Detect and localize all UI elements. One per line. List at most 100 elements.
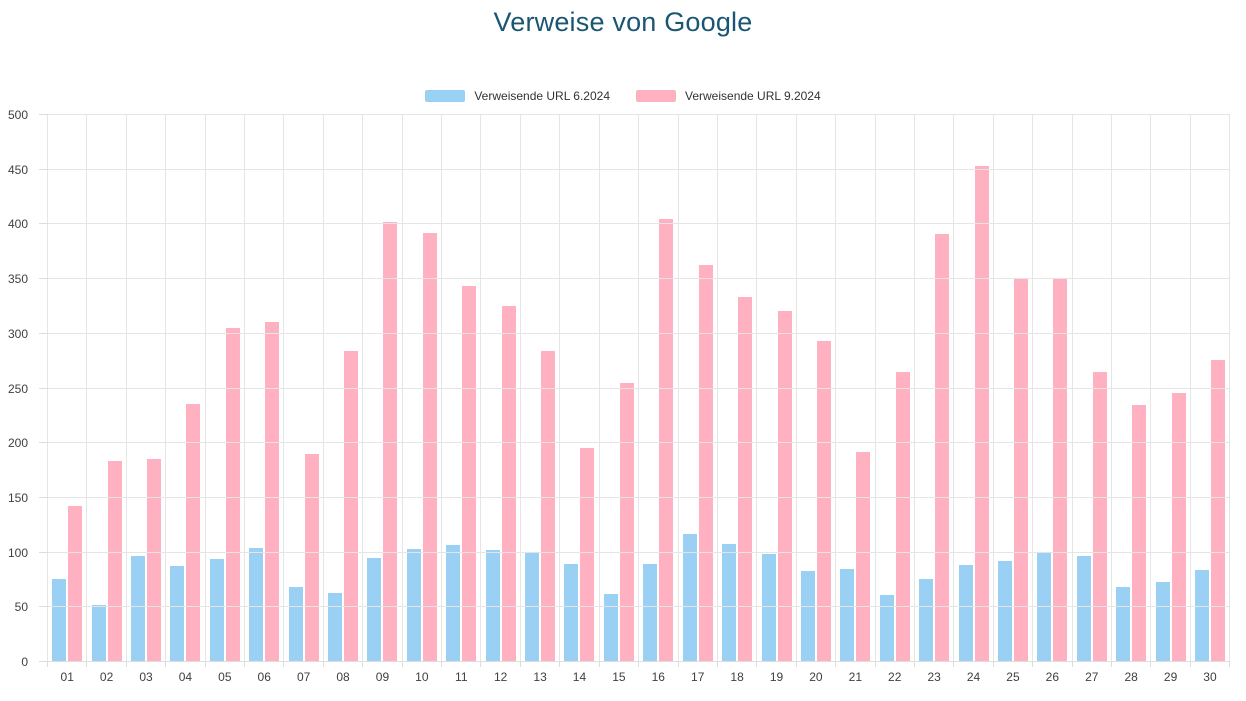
bar-Verweisende URL 9.2024[interactable] bbox=[1053, 278, 1068, 662]
x-axis-label: 01 bbox=[60, 670, 74, 684]
y-axis-label: 400 bbox=[7, 217, 28, 232]
bar-Verweisende URL 9.2024[interactable] bbox=[422, 233, 437, 662]
bar-Verweisende URL 9.2024[interactable] bbox=[935, 234, 950, 662]
x-axis-label: 13 bbox=[533, 670, 547, 684]
x-axis-label: 28 bbox=[1124, 670, 1138, 684]
bar-Verweisende URL 6.2024[interactable] bbox=[722, 543, 737, 662]
bar-Verweisende URL 6.2024[interactable] bbox=[919, 578, 934, 662]
x-axis-label: 24 bbox=[966, 670, 981, 684]
gridline bbox=[48, 442, 1230, 444]
bar-Verweisende URL 9.2024[interactable] bbox=[186, 403, 201, 662]
bar-Verweisende URL 9.2024[interactable] bbox=[107, 460, 122, 662]
bar-Verweisende URL 6.2024[interactable] bbox=[406, 549, 421, 662]
bar-Verweisende URL 9.2024[interactable] bbox=[225, 328, 240, 662]
legend-label: Verweisende URL 9.2024 bbox=[685, 89, 821, 103]
bar-Verweisende URL 6.2024[interactable] bbox=[564, 563, 579, 662]
y-tick-mark bbox=[39, 551, 48, 553]
bar-Verweisende URL 6.2024[interactable] bbox=[840, 569, 855, 662]
x-axis-label: 09 bbox=[375, 670, 390, 684]
y-tick-mark bbox=[39, 496, 48, 498]
bar-group: 30 bbox=[1191, 115, 1231, 683]
bar-Verweisende URL 6.2024[interactable] bbox=[958, 564, 973, 662]
bar-Verweisende URL 9.2024[interactable] bbox=[777, 310, 792, 662]
bar-Verweisende URL 6.2024[interactable] bbox=[170, 565, 185, 662]
bar-Verweisende URL 6.2024[interactable] bbox=[249, 548, 264, 662]
bar-group: 29 bbox=[1151, 115, 1192, 683]
bar-Verweisende URL 9.2024[interactable] bbox=[1013, 278, 1028, 662]
bar-group: 13 bbox=[521, 115, 561, 683]
bar-Verweisende URL 6.2024[interactable] bbox=[643, 563, 658, 662]
gridline bbox=[48, 496, 1230, 498]
bar-Verweisende URL 6.2024[interactable] bbox=[682, 534, 697, 662]
bar-Verweisende URL 9.2024[interactable] bbox=[541, 351, 556, 662]
bar-Verweisende URL 6.2024[interactable] bbox=[209, 559, 224, 662]
legend-item-series-1[interactable]: Verweisende URL 6.2024 bbox=[425, 89, 610, 103]
y-axis: 0 50 100 150 200 250 300 350 400 450 500 bbox=[0, 109, 38, 668]
y-tick-mark bbox=[39, 168, 48, 170]
bar-Verweisende URL 9.2024[interactable] bbox=[856, 451, 871, 662]
x-axis-label: 08 bbox=[336, 670, 350, 684]
bar-Verweisende URL 9.2024[interactable] bbox=[304, 454, 319, 662]
bar-Verweisende URL 9.2024[interactable] bbox=[1171, 392, 1186, 662]
bar-Verweisende URL 9.2024[interactable] bbox=[659, 218, 674, 662]
legend-swatch-blue-icon bbox=[425, 90, 466, 102]
bar-Verweisende URL 6.2024[interactable] bbox=[1194, 570, 1209, 662]
bar-Verweisende URL 6.2024[interactable] bbox=[1155, 582, 1170, 662]
bar-Verweisende URL 9.2024[interactable] bbox=[1132, 404, 1147, 662]
x-axis-label: 20 bbox=[809, 670, 823, 684]
bar-Verweisende URL 6.2024[interactable] bbox=[91, 605, 106, 662]
bar-Verweisende URL 9.2024[interactable] bbox=[1092, 372, 1107, 662]
bar-Verweisende URL 6.2024[interactable] bbox=[1116, 586, 1131, 662]
bar-Verweisende URL 6.2024[interactable] bbox=[367, 558, 382, 662]
y-axis-label: 150 bbox=[7, 490, 28, 505]
bar-Verweisende URL 6.2024[interactable] bbox=[879, 595, 894, 662]
bar-Verweisende URL 6.2024[interactable] bbox=[52, 578, 67, 662]
bar-group: 04 bbox=[166, 115, 207, 683]
bar-Verweisende URL 9.2024[interactable] bbox=[68, 505, 83, 662]
bar-Verweisende URL 6.2024[interactable] bbox=[328, 593, 343, 662]
y-axis-label: 500 bbox=[7, 108, 28, 122]
y-axis-label: 0 bbox=[21, 655, 28, 669]
bar-Verweisende URL 6.2024[interactable] bbox=[800, 571, 815, 662]
x-axis-label: 12 bbox=[493, 670, 508, 684]
y-axis-label: 200 bbox=[7, 436, 28, 451]
bar-Verweisende URL 9.2024[interactable] bbox=[698, 264, 713, 662]
bar-Verweisende URL 6.2024[interactable] bbox=[288, 586, 303, 662]
bar-Verweisende URL 6.2024[interactable] bbox=[761, 553, 776, 662]
bar-Verweisende URL 9.2024[interactable] bbox=[974, 166, 989, 662]
bar-Verweisende URL 9.2024[interactable] bbox=[895, 372, 910, 662]
bar-group: 11 bbox=[442, 115, 482, 683]
bar-group: 12 bbox=[481, 115, 522, 683]
x-axis-label: 04 bbox=[178, 670, 193, 684]
bar-group: 07 bbox=[284, 115, 325, 683]
y-axis-label: 300 bbox=[7, 326, 28, 341]
bar-Verweisende URL 9.2024[interactable] bbox=[344, 351, 359, 662]
legend-item-series-2[interactable]: Verweisende URL 9.2024 bbox=[636, 89, 821, 103]
bar-Verweisende URL 9.2024[interactable] bbox=[619, 383, 634, 662]
bar-Verweisende URL 6.2024[interactable] bbox=[131, 555, 146, 662]
bar-Verweisende URL 9.2024[interactable] bbox=[462, 285, 477, 662]
x-axis-label: 26 bbox=[1045, 670, 1060, 684]
y-axis-label: 450 bbox=[7, 162, 28, 177]
bar-group: 06 bbox=[245, 115, 285, 683]
bar-Verweisende URL 6.2024[interactable] bbox=[1076, 555, 1091, 662]
x-axis-label: 19 bbox=[769, 670, 784, 684]
bar-Verweisende URL 9.2024[interactable] bbox=[147, 458, 162, 662]
bar-Verweisende URL 9.2024[interactable] bbox=[816, 341, 831, 662]
bar-Verweisende URL 9.2024[interactable] bbox=[1210, 360, 1225, 662]
bar-group: 28 bbox=[1112, 115, 1152, 683]
bar-group: 08 bbox=[324, 115, 364, 683]
bar-group: 05 bbox=[206, 115, 246, 683]
bar-group: 02 bbox=[87, 115, 128, 683]
bar-Verweisende URL 6.2024[interactable] bbox=[997, 561, 1012, 662]
bar-Verweisende URL 9.2024[interactable] bbox=[580, 447, 595, 662]
bar-Verweisende URL 9.2024[interactable] bbox=[265, 321, 280, 662]
bar-Verweisende URL 9.2024[interactable] bbox=[501, 306, 516, 662]
bar-group: 14 bbox=[560, 115, 601, 683]
bar-Verweisende URL 6.2024[interactable] bbox=[446, 544, 461, 662]
gridline bbox=[48, 551, 1230, 553]
bar-Verweisende URL 6.2024[interactable] bbox=[485, 550, 500, 662]
x-axis-line bbox=[47, 661, 1230, 662]
bar-Verweisende URL 6.2024[interactable] bbox=[603, 594, 618, 662]
y-tick-mark bbox=[39, 442, 48, 444]
